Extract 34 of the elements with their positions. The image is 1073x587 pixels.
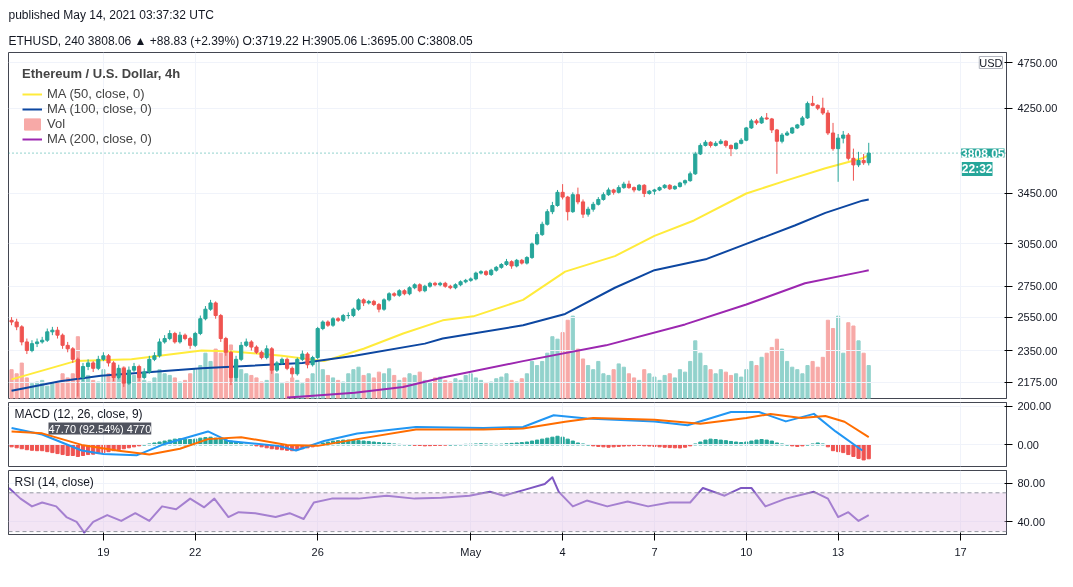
y-tick-label: 80.00 bbox=[1017, 477, 1046, 490]
ref-line-label: 3808.05 bbox=[961, 146, 1005, 161]
x-tick-label: 19 bbox=[97, 545, 110, 558]
x-tick-label: 4 bbox=[559, 545, 566, 558]
legend-label: MA (100, close, 0) bbox=[47, 101, 152, 116]
y-tick-label: 3450.00 bbox=[1017, 187, 1058, 200]
y-tick-label: 200.00 bbox=[1017, 400, 1052, 413]
x-tick-label: 7 bbox=[651, 545, 658, 558]
chart-title: published May 14, 2021 03:37:32 UTC bbox=[8, 7, 215, 22]
y-tick-label: 2175.00 bbox=[1017, 376, 1058, 389]
y-tick-label: 4750.00 bbox=[1017, 56, 1058, 69]
chart-subtitle: ETHUSD, 240 3808.06 ▲ +88.83 (+2.39%) O:3719.22 H:3905.06 L:3695.00 C:3808.05 bbox=[8, 33, 474, 48]
x-tick-label: May bbox=[460, 545, 482, 558]
annotation: 47.70 (92.54%) 4770 bbox=[48, 422, 152, 435]
legend-label: MA (200, close, 0) bbox=[47, 131, 152, 146]
legend-label: Vol bbox=[47, 116, 67, 131]
annotation: 22:32 bbox=[961, 162, 993, 177]
x-tick-label: 13 bbox=[832, 545, 845, 558]
y-tick-label: 4250.00 bbox=[1017, 102, 1058, 115]
y-tick-label: 0.00 bbox=[1017, 438, 1039, 451]
x-tick-label: 22 bbox=[189, 545, 202, 558]
x-tick-label: 10 bbox=[740, 545, 753, 558]
legend-title: Ethereum / U.S. Dollar, 4h bbox=[22, 66, 181, 81]
y-tick-label: 3050.00 bbox=[1017, 237, 1058, 250]
chart-title: RSI (14, close) bbox=[14, 474, 94, 489]
annotation: USD bbox=[979, 56, 1003, 69]
legend-label: MA (50, close, 0) bbox=[47, 86, 145, 101]
y-tick-label: 2350.00 bbox=[1017, 344, 1058, 357]
y-tick-label: 2550.00 bbox=[1017, 311, 1058, 324]
y-tick-label: 40.00 bbox=[1017, 515, 1046, 528]
x-tick-label: 26 bbox=[311, 545, 324, 558]
y-tick-label: 2750.00 bbox=[1017, 280, 1058, 293]
x-tick-label: 17 bbox=[954, 545, 967, 558]
chart-title: MACD (12, 26, close, 9) bbox=[14, 406, 143, 421]
